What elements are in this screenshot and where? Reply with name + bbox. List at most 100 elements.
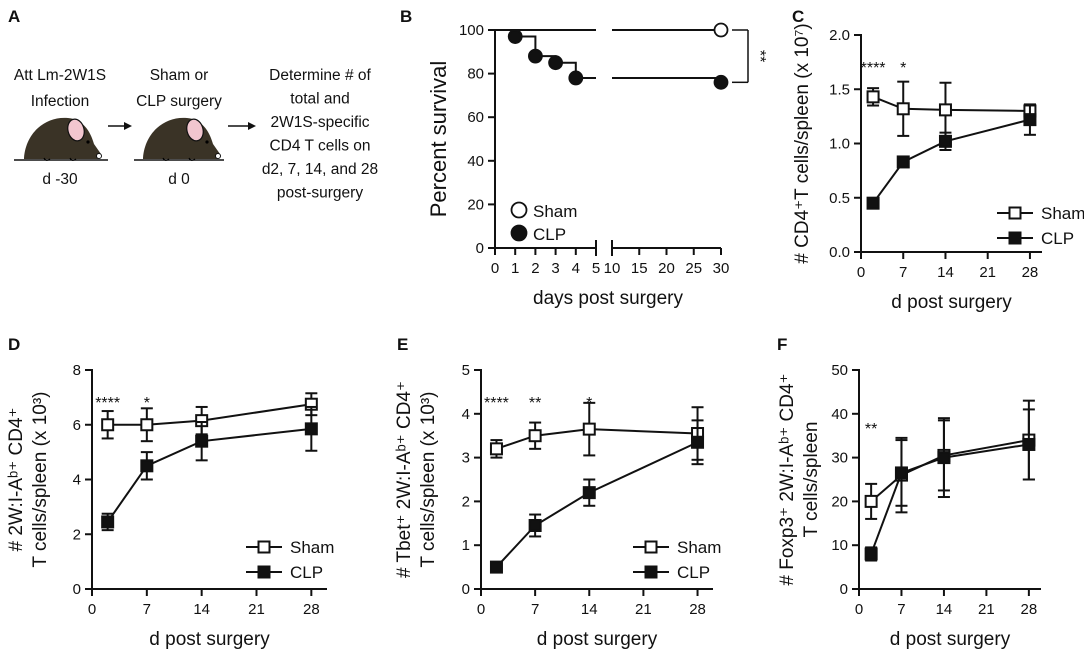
y-tick-label: 1 [462, 537, 470, 554]
y-tick-label: 20 [831, 493, 848, 510]
step1-day: d -30 [42, 171, 78, 188]
data-point [896, 102, 910, 116]
x-axis-label: d post surgery [149, 629, 270, 650]
y-tick-label: 0 [462, 581, 470, 598]
panel-letter-d: D [8, 335, 20, 354]
y-tick-label: 30 [831, 450, 848, 467]
significance-star: **** [95, 395, 120, 412]
y-axis-label: Percent survival [426, 61, 451, 218]
data-point [195, 434, 209, 448]
data-point [866, 90, 880, 104]
data-point [938, 103, 952, 117]
series-line [107, 403, 312, 426]
y-axis-label: # CD4⁺T cells/spleen (x 10⁷) [792, 23, 813, 263]
panel-a: A Att Lm-2W1S Infection d -30 Sham or CLP sur… [8, 7, 378, 202]
step1-label-line2: Infection [31, 93, 90, 110]
data-point [1022, 437, 1036, 451]
x-tick-label: 7 [897, 601, 905, 618]
panel-letter-f: F [777, 335, 787, 354]
y-tick-label: 4 [462, 406, 470, 423]
y-tick-label: 6 [73, 417, 81, 434]
mouse-icon [24, 117, 102, 161]
x-tick-label: 0 [491, 260, 499, 277]
legend-marker [510, 224, 528, 242]
x-axis-label: d post surgery [891, 292, 1012, 313]
significance-star: ** [751, 50, 768, 62]
data-point [548, 55, 563, 71]
y-tick-label: 1.0 [829, 136, 850, 153]
x-tick-label: 28 [689, 601, 706, 618]
series-sham [101, 392, 318, 443]
y-tick-label: 40 [467, 153, 484, 170]
data-point [507, 29, 523, 44]
legend-label: Sham [290, 538, 334, 557]
series-clp [495, 29, 729, 90]
legend-marker [1008, 231, 1022, 245]
y-tick-label: 8 [73, 362, 81, 379]
y-tick-label: 0 [73, 581, 81, 598]
data-point [582, 486, 596, 500]
mouse-body [143, 117, 221, 159]
x-tick-label: 2 [531, 260, 539, 277]
x-tick-label: 14 [937, 264, 954, 281]
y-axis-label: # Tbet⁺ 2W:I-Aᵇ⁺ CD4⁺ [394, 381, 415, 578]
step2-day: d 0 [168, 171, 190, 188]
significance-star: ** [865, 421, 877, 438]
y-tick-label: 0.5 [829, 190, 850, 207]
legend-label: CLP [1041, 229, 1074, 248]
x-tick-label: 1 [511, 260, 519, 277]
significance-bracket: ** [732, 29, 768, 84]
mouse-eye [205, 140, 209, 144]
series-sham [495, 22, 729, 38]
data-point [140, 418, 154, 432]
legend: Sham CLP [997, 204, 1084, 248]
x-tick-label: 20 [658, 260, 675, 277]
x-tick-label: 0 [855, 601, 863, 618]
step1-label-line1: Att Lm-2W1S [14, 67, 106, 84]
legend-label: Sham [533, 202, 577, 221]
x-axis-label: days post surgery [533, 288, 683, 309]
y-tick-label: 1.5 [829, 81, 850, 98]
series-line [495, 441, 698, 568]
x-tick-label: 25 [685, 260, 702, 277]
data-point [713, 22, 729, 38]
series-line [870, 443, 1030, 555]
data-point [528, 518, 542, 532]
data-point [1023, 113, 1037, 127]
series-sham [489, 401, 705, 461]
panel-c: C 0.0 0.5 1.0 1.5 2.0 0 7 14 21 28 d post surgery # … [792, 7, 1084, 313]
data-point [864, 494, 878, 508]
outcome-line-4: CD4 T cells on [269, 138, 370, 155]
mouse-eye [86, 140, 90, 144]
y-axis-label: # Foxp3⁺ 2W:I-Aᵇ⁺ CD4⁺ [777, 373, 798, 585]
series-clp [866, 103, 1037, 210]
legend-marker [644, 540, 658, 554]
outcome-line-3: 2W1S-specific [270, 114, 369, 131]
data-point [582, 422, 596, 436]
data-point [304, 422, 318, 436]
x-tick-label: 5 [592, 260, 600, 277]
significance-star: **** [484, 395, 509, 412]
data-point [938, 134, 952, 148]
x-tick-label: 21 [979, 264, 996, 281]
legend-marker [510, 201, 528, 219]
x-tick-label: 0 [88, 601, 96, 618]
legend-label: Sham [677, 538, 721, 557]
x-tick-label: 14 [581, 601, 598, 618]
panel-letter-c: C [792, 7, 804, 26]
y-tick-label: 0 [476, 240, 484, 257]
y-axis-label: T cells/spleen (x 10³) [418, 392, 439, 568]
arrow-right-icon [248, 122, 256, 130]
y-tick-label: 4 [73, 472, 81, 489]
data-point [864, 547, 878, 561]
arrow-right-icon [124, 122, 132, 130]
series-line [872, 95, 1030, 112]
y-tick-label: 10 [831, 537, 848, 554]
x-tick-label: 14 [936, 601, 953, 618]
data-point [568, 70, 584, 86]
legend-marker [257, 540, 271, 554]
y-axis-label: T cells/spleen [801, 422, 822, 538]
legend-marker [257, 565, 271, 579]
mouse-body [24, 117, 102, 159]
